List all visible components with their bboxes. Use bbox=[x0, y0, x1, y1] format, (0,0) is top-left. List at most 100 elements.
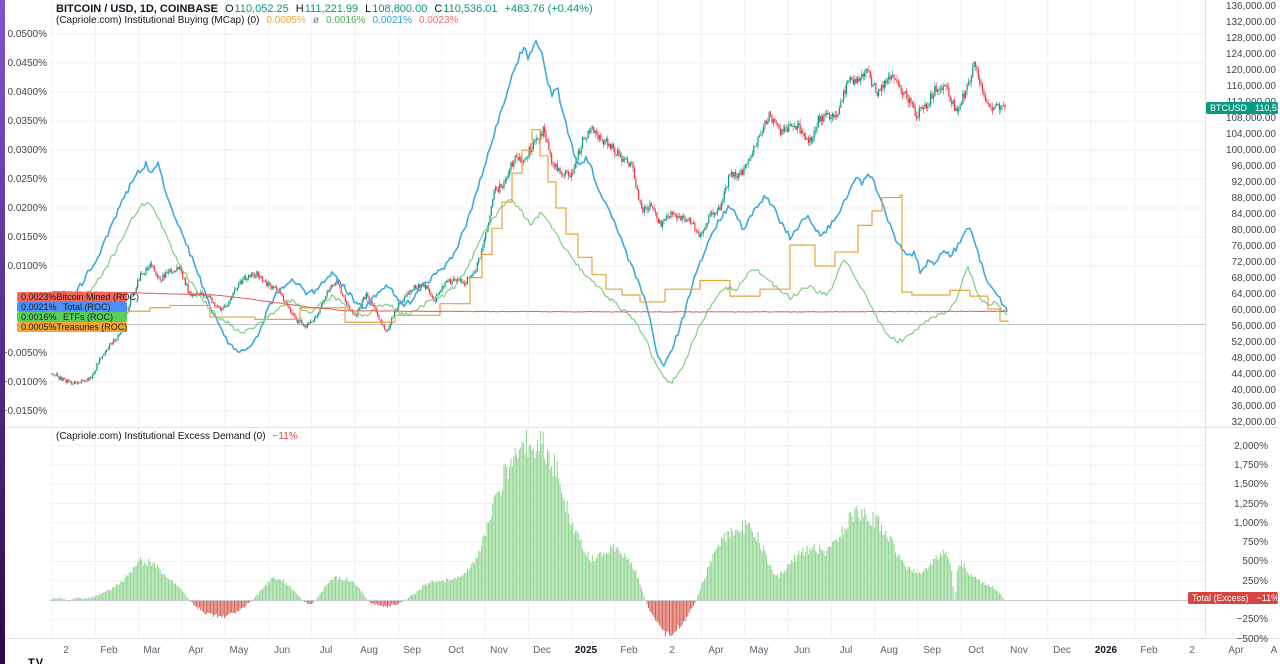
price-axis-tick: 52,000.00 bbox=[1231, 337, 1277, 348]
price-tag-symbol: BTCUSD bbox=[1210, 103, 1248, 113]
pill-value: 0.0021% bbox=[21, 302, 57, 312]
time-axis-label: 2026 bbox=[1094, 645, 1118, 656]
symbol-legend[interactable]: BITCOIN / USD, 1D, COINBASE O110,052.25 H… bbox=[56, 3, 593, 15]
lower-axis-tick: −250% bbox=[1236, 614, 1268, 626]
time-axis-label: Oct bbox=[968, 645, 984, 656]
gridlines bbox=[50, 0, 1205, 640]
price-axis-tick: 124,000.00 bbox=[1225, 49, 1276, 60]
time-axis-label: A bbox=[1270, 645, 1278, 656]
price-axis-tick: 68,000.00 bbox=[1231, 273, 1277, 284]
ohlc-c: C110,536.01 bbox=[434, 3, 498, 15]
left-axis-tick: 0.0500% bbox=[7, 29, 47, 40]
indicator-values: 0.0005% ø 0.0016% 0.0021% 0.0023% bbox=[266, 15, 458, 26]
lower-axis-tick: 500% bbox=[1242, 556, 1268, 568]
indicator-label-etfs-roc-[interactable]: 0.0016% ETFs (ROC) bbox=[17, 312, 127, 322]
indicator-label-bitcoin-mined-roc-[interactable]: 0.0023% Bitcoin Mined (ROC) bbox=[17, 292, 139, 302]
lower-axis-tick: 750% bbox=[1242, 537, 1268, 549]
lower-indicator-title: (Capriole.com) Institutional Excess Dema… bbox=[56, 431, 266, 442]
indicator-legend[interactable]: (Capriole.com) Institutional Buying (MCa… bbox=[56, 15, 458, 26]
price-axis-tick: 40,000.00 bbox=[1231, 385, 1277, 396]
excess-tag-label: Total (Excess) bbox=[1192, 593, 1249, 603]
pill-label: Treasuries (ROC) bbox=[56, 322, 128, 332]
excess-demand-histogram[interactable] bbox=[51, 429, 1006, 637]
price-axis-tick: 84,000.00 bbox=[1231, 209, 1277, 220]
symbol-title: BITCOIN / USD, 1D, COINBASE bbox=[56, 3, 218, 15]
left-axis-tick: −0.0050% bbox=[1, 348, 47, 359]
series-etfs-roc-[interactable] bbox=[51, 199, 1008, 384]
candlestick-series[interactable] bbox=[51, 60, 1006, 386]
price-axis-tick: 80,000.00 bbox=[1231, 225, 1277, 236]
price-axis-tick: 48,000.00 bbox=[1231, 353, 1277, 364]
pill-value: 0.0005% bbox=[21, 322, 57, 332]
price-axis-tick: 136,000.00 bbox=[1225, 1, 1276, 12]
left-axis-tick: 0.0100% bbox=[7, 261, 47, 272]
left-axis-tick: 0.0450% bbox=[7, 58, 47, 69]
time-axis-label: Nov bbox=[490, 645, 508, 656]
indicator-value: 0.0023% bbox=[418, 15, 459, 26]
total-excess-tag: Total (Excess) −11% bbox=[1188, 592, 1280, 604]
lower-axis-tick: 2,000% bbox=[1234, 440, 1268, 452]
pill-label: Bitcoin Mined (ROC) bbox=[56, 292, 140, 302]
time-axis-label: Feb bbox=[100, 645, 118, 656]
change-value: +483.76 (+0.44%) bbox=[504, 3, 593, 15]
indicator-label-treasuries-roc-[interactable]: 0.0005% Treasuries (ROC) bbox=[17, 322, 127, 332]
price-axis-tick: 120,000.00 bbox=[1225, 65, 1276, 76]
time-axis-label: May bbox=[749, 645, 769, 656]
time-axis-label: Apr bbox=[708, 645, 724, 656]
price-axis-tick: 56,000.00 bbox=[1231, 321, 1277, 332]
price-axis-tick: 44,000.00 bbox=[1231, 369, 1277, 380]
price-axis-tick: 36,000.00 bbox=[1231, 401, 1277, 412]
indicator-value: 0.0021% bbox=[372, 15, 412, 26]
series-total-roc-[interactable] bbox=[51, 39, 1008, 367]
time-axis-label: Dec bbox=[533, 645, 551, 656]
time-axis-label: Jul bbox=[839, 645, 853, 656]
price-axis-tick: 96,000.00 bbox=[1231, 161, 1277, 172]
price-axis-tick: 88,000.00 bbox=[1231, 193, 1277, 204]
time-axis-label: Apr bbox=[1228, 645, 1244, 656]
time-axis-label: 2 bbox=[1189, 645, 1195, 656]
time-axis-label: 2025 bbox=[574, 645, 598, 656]
indicator-label-total-roc-[interactable]: 0.0021% Total (ROC) bbox=[17, 302, 127, 312]
price-axis-tick: 64,000.00 bbox=[1231, 289, 1277, 300]
left-axis-tick: −0.0150% bbox=[1, 406, 47, 417]
time-axis-label: Aug bbox=[360, 645, 378, 656]
time-axis-label: Feb bbox=[1140, 645, 1158, 656]
left-axis-tick: 0.0250% bbox=[7, 174, 47, 185]
series-treasuries-roc-[interactable] bbox=[52, 129, 1009, 323]
window-edge-accent bbox=[0, 0, 5, 664]
time-axis-label: Oct bbox=[448, 645, 464, 656]
btcusd-price-tag: BTCUSD 110,536.01 bbox=[1206, 102, 1280, 114]
lower-axis-tick: 1,750% bbox=[1234, 459, 1268, 471]
price-tag-value: 110,536.01 bbox=[1255, 103, 1280, 113]
price-axis-tick: 100,000.00 bbox=[1225, 145, 1276, 156]
time-axis-label: Mar bbox=[143, 645, 161, 656]
time-axis-label: 2 bbox=[669, 645, 675, 656]
lower-axis-tick: 1,250% bbox=[1234, 498, 1268, 510]
indicator-title: (Capriole.com) Institutional Buying (MCa… bbox=[56, 15, 260, 26]
ohlc-o: O110,052.25 bbox=[224, 3, 289, 15]
price-axis-tick: 108,000.00 bbox=[1225, 113, 1276, 124]
price-axis-tick: 92,000.00 bbox=[1231, 177, 1277, 188]
time-axis-label: May bbox=[229, 645, 249, 656]
indicator-value: ø bbox=[312, 15, 319, 26]
left-axis-tick: 0.0200% bbox=[7, 203, 47, 214]
lower-axis-tick: 250% bbox=[1242, 575, 1268, 587]
excess-tag-value: −11% bbox=[1256, 593, 1280, 603]
series-bitcoin-mined-roc-[interactable] bbox=[51, 291, 1008, 313]
lower-indicator-legend[interactable]: (Capriole.com) Institutional Excess Dema… bbox=[56, 431, 298, 442]
price-axis-tick: 32,000.00 bbox=[1231, 417, 1277, 428]
pill-value: 0.0016% bbox=[21, 312, 57, 322]
price-axis-tick: 60,000.00 bbox=[1231, 305, 1277, 316]
tradingview-logo[interactable]: TV bbox=[28, 657, 45, 664]
time-axis-label: Jul bbox=[319, 645, 333, 656]
price-axis-tick: 104,000.00 bbox=[1225, 129, 1276, 140]
lower-axis-tick: 1,500% bbox=[1234, 479, 1268, 491]
pill-label: ETFs (ROC) bbox=[63, 312, 113, 322]
ohlc-l: L108,800.00 bbox=[365, 3, 428, 15]
indicator-value: 0.0005% bbox=[266, 15, 306, 26]
price-axis-tick: 76,000.00 bbox=[1231, 241, 1277, 252]
time-axis-label: Jun bbox=[793, 645, 811, 656]
time-axis-label: Dec bbox=[1053, 645, 1071, 656]
lower-indicator-value: −11% bbox=[272, 431, 298, 442]
